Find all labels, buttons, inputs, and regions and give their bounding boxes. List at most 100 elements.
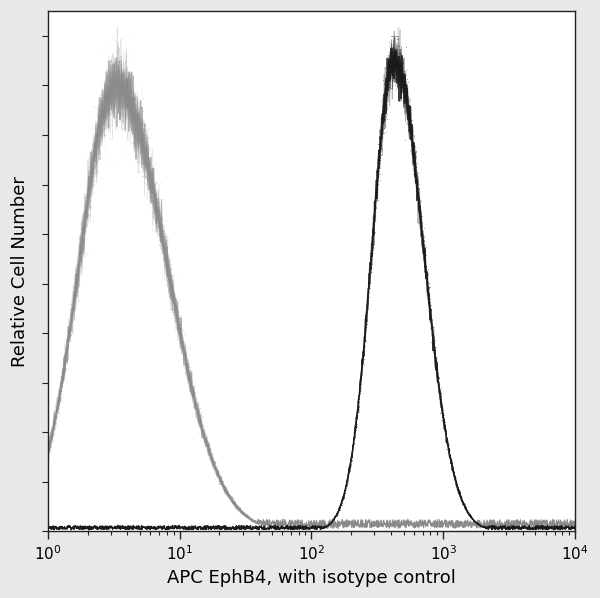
- Point: [335, 502, 345, 512]
- Point: [96, 117, 106, 127]
- Point: [161, 264, 171, 273]
- Point: [336, 500, 346, 509]
- Point: [175, 327, 184, 336]
- Point: [167, 295, 176, 304]
- Point: [65, 318, 75, 328]
- Point: [429, 337, 439, 347]
- Point: [377, 150, 386, 160]
- Point: [409, 149, 419, 158]
- Point: [197, 411, 206, 420]
- Point: [100, 120, 110, 129]
- Point: [151, 215, 160, 225]
- Point: [404, 107, 414, 117]
- Point: [383, 50, 393, 59]
- Point: [455, 490, 465, 499]
- Point: [371, 196, 381, 205]
- Point: [407, 115, 417, 125]
- Point: [82, 226, 91, 236]
- Point: [445, 444, 454, 453]
- Point: [84, 165, 94, 175]
- Point: [194, 410, 203, 419]
- Point: [444, 449, 454, 459]
- Point: [437, 407, 446, 417]
- Point: [466, 511, 476, 520]
- Point: [49, 419, 59, 428]
- Point: [91, 138, 100, 148]
- Point: [450, 472, 460, 481]
- Point: [205, 456, 214, 466]
- Point: [376, 141, 386, 151]
- Point: [400, 136, 410, 145]
- Point: [187, 388, 196, 397]
- Point: [135, 129, 145, 139]
- Point: [74, 263, 83, 273]
- Point: [224, 492, 233, 502]
- Point: [460, 504, 470, 513]
- Point: [91, 155, 100, 165]
- Point: [430, 335, 440, 344]
- Point: [334, 505, 344, 515]
- Point: [416, 230, 426, 239]
- Point: [449, 468, 459, 477]
- Point: [351, 425, 361, 435]
- Point: [397, 60, 407, 69]
- Point: [151, 176, 161, 186]
- Point: [59, 362, 68, 371]
- Point: [221, 483, 230, 492]
- Point: [92, 172, 102, 181]
- Point: [355, 384, 364, 393]
- Point: [144, 180, 154, 190]
- Point: [201, 440, 211, 450]
- Point: [121, 82, 131, 91]
- Point: [167, 275, 176, 285]
- Point: [335, 501, 344, 510]
- Point: [223, 490, 233, 499]
- Point: [149, 216, 159, 225]
- Point: [394, 71, 403, 80]
- Point: [124, 155, 134, 165]
- Point: [362, 301, 372, 311]
- Point: [221, 487, 231, 497]
- Point: [416, 213, 426, 222]
- Point: [64, 334, 73, 343]
- Point: [374, 158, 383, 168]
- Point: [350, 428, 360, 438]
- Point: [224, 492, 233, 501]
- Point: [79, 239, 88, 248]
- Point: [218, 481, 227, 490]
- Point: [61, 364, 70, 374]
- Point: [340, 484, 350, 494]
- Point: [62, 356, 72, 366]
- Point: [399, 77, 409, 87]
- Point: [215, 469, 224, 479]
- Point: [217, 475, 226, 485]
- Point: [386, 57, 396, 67]
- Point: [139, 139, 148, 149]
- Point: [401, 83, 410, 93]
- Point: [184, 374, 194, 383]
- Point: [204, 440, 214, 449]
- Point: [118, 95, 127, 105]
- Point: [82, 204, 91, 213]
- Point: [199, 422, 208, 431]
- Point: [355, 387, 365, 396]
- Point: [125, 91, 135, 100]
- Point: [46, 435, 56, 444]
- Point: [47, 432, 57, 442]
- Point: [129, 109, 139, 118]
- Point: [447, 461, 457, 471]
- Point: [190, 386, 199, 396]
- Point: [182, 355, 191, 364]
- Point: [452, 479, 461, 489]
- Point: [425, 298, 434, 307]
- Point: [220, 481, 229, 490]
- Point: [344, 467, 353, 477]
- Point: [83, 197, 92, 207]
- Point: [424, 279, 433, 288]
- Point: [124, 93, 134, 103]
- Point: [451, 474, 461, 483]
- Point: [458, 497, 467, 507]
- Point: [74, 243, 84, 252]
- Point: [452, 480, 461, 489]
- Point: [220, 484, 230, 494]
